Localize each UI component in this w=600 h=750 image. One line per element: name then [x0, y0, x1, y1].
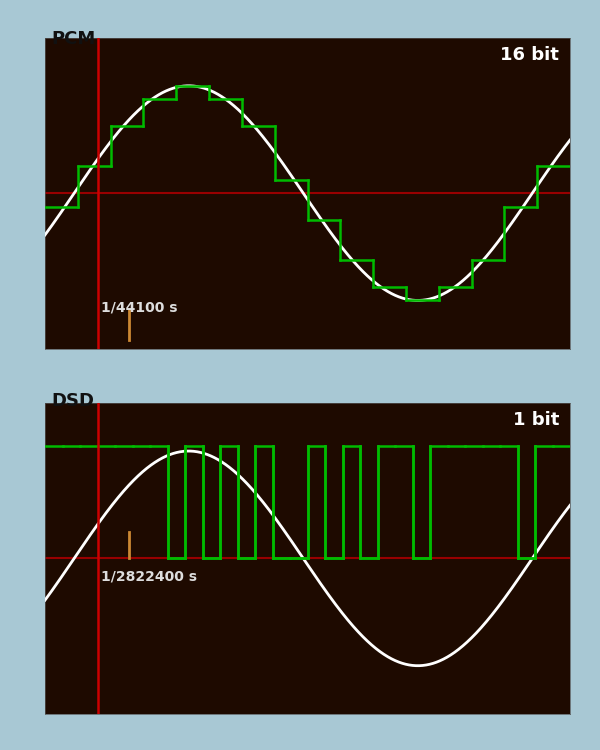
- Text: 16 bit: 16 bit: [500, 46, 559, 64]
- Text: DSD: DSD: [51, 392, 94, 410]
- Text: 1/2822400 s: 1/2822400 s: [101, 569, 197, 583]
- Text: PCM: PCM: [51, 30, 95, 48]
- Text: 1 bit: 1 bit: [512, 411, 559, 429]
- Text: 1/44100 s: 1/44100 s: [101, 301, 178, 314]
